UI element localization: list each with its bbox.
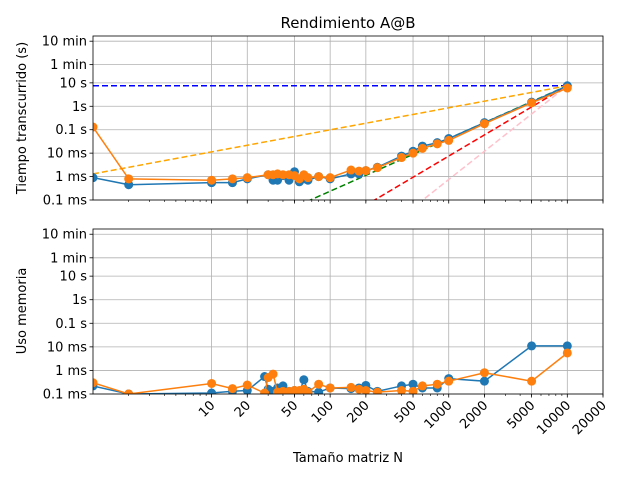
data-point (432, 379, 442, 389)
data-point (479, 119, 489, 129)
series-line (93, 87, 568, 181)
y-tick-label: 10 s (60, 76, 88, 91)
data-point (397, 153, 407, 163)
data-point (527, 98, 537, 108)
data-point (372, 387, 382, 394)
chart-title: Rendimiento A@B (280, 14, 415, 32)
y-tick-label: 1 min (50, 251, 87, 266)
axes-frame (92, 35, 604, 201)
y-tick-label: 10 ms (47, 340, 87, 355)
data-point (227, 174, 237, 184)
data-point (207, 388, 217, 394)
data-point (562, 83, 572, 93)
top-plot-area: 0.1 ms 1 ms 10 ms 0.1 s 1s 10 s 1 min 10 min (42, 35, 604, 209)
data-point (527, 341, 537, 351)
top-y-axis-label: Tiempo transcurrido (s) (15, 42, 30, 195)
data-point (227, 384, 237, 394)
data-point (479, 368, 489, 378)
data-point (346, 382, 356, 392)
data-point (417, 143, 427, 153)
data-point (124, 389, 134, 394)
data-point (299, 375, 309, 385)
x-axis-label: Tamaño matriz N (292, 451, 403, 466)
y-tick-label: 1s (72, 100, 87, 115)
data-point (408, 379, 418, 389)
data-point (325, 173, 335, 183)
y-tick-label: 0.1 s (55, 317, 87, 332)
data-point (314, 387, 324, 394)
data-point (527, 376, 537, 386)
data-point (303, 173, 313, 183)
data-point (408, 148, 418, 158)
y-tick-label: 1 min (50, 58, 87, 73)
data-point (242, 173, 252, 183)
data-point (207, 378, 217, 388)
axes-frame (92, 228, 604, 395)
data-point (361, 386, 371, 394)
bottom-y-axis-label: Uso memoria (15, 268, 30, 355)
y-tick-label: 10 min (42, 35, 87, 50)
y-tick-label: 0.1 s (55, 123, 87, 138)
y-tick-label: 1 ms (55, 364, 87, 379)
data-point (354, 166, 364, 176)
data-point (93, 378, 98, 388)
data-point (397, 386, 407, 394)
data-point (303, 387, 313, 394)
y-tick-label: 0.1 ms (43, 388, 87, 403)
data-point (314, 379, 324, 389)
plot-content (93, 81, 572, 200)
data-point (354, 384, 364, 394)
data-point (260, 388, 270, 394)
data-point (93, 173, 98, 183)
data-point (242, 380, 252, 390)
data-point (562, 341, 572, 351)
data-point (432, 139, 442, 149)
plot-content (93, 341, 572, 394)
y-tick-label: 10 min (42, 228, 87, 243)
data-point (325, 383, 335, 393)
y-tick-label: 0.1 ms (43, 194, 87, 209)
data-point (268, 369, 278, 379)
y-tick-label: 10 s (60, 270, 88, 285)
data-point (444, 135, 454, 145)
reference-line (373, 85, 568, 200)
data-point (124, 174, 134, 184)
data-point (361, 166, 371, 176)
data-point (314, 172, 324, 182)
y-tick-label: 10 ms (47, 147, 87, 162)
data-point (444, 376, 454, 386)
data-point (417, 381, 427, 391)
y-tick-label: 1s (72, 293, 87, 308)
data-point (372, 163, 382, 173)
y-tick-label: 1 ms (55, 170, 87, 185)
data-point (562, 348, 572, 358)
data-point (408, 386, 418, 394)
data-point (346, 165, 356, 175)
data-point (207, 175, 217, 185)
data-point (479, 376, 489, 386)
data-point (93, 122, 98, 132)
